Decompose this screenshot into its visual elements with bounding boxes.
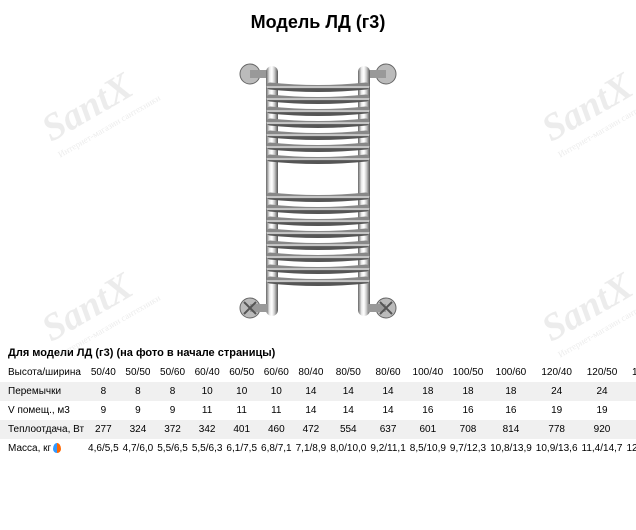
column-header: 60/60 xyxy=(259,363,294,382)
table-cell: 14 xyxy=(328,401,368,420)
table-cell: 11 xyxy=(224,401,259,420)
table-row: V помещ., м3999111111141414161616191919 xyxy=(0,401,636,420)
table-cell: 401 xyxy=(224,420,259,439)
table-cell: 14 xyxy=(294,382,329,401)
row-label: Перемычки xyxy=(0,382,86,401)
table-cell: 6,8/7,1 xyxy=(259,439,294,458)
table-cell: 8,5/10,9 xyxy=(408,439,448,458)
column-header: 100/50 xyxy=(448,363,488,382)
table-cell: 11 xyxy=(190,401,225,420)
table-cell: 708 xyxy=(448,420,488,439)
table-cell: 18 xyxy=(448,382,488,401)
table-cell: 277 xyxy=(86,420,121,439)
table-cell: 10 xyxy=(190,382,225,401)
table-cell: 8 xyxy=(86,382,121,401)
table-cell: 4,6/5,5 xyxy=(86,439,121,458)
table-cell: 6,1/7,5 xyxy=(224,439,259,458)
column-header: 120/60 xyxy=(624,363,636,382)
column-header: 50/40 xyxy=(86,363,121,382)
column-header: 60/50 xyxy=(224,363,259,382)
table-cell: 5,5/6,5 xyxy=(155,439,190,458)
spec-table: Высота/ширина 50/4050/5050/6060/4060/506… xyxy=(0,363,636,458)
table-cell: 24 xyxy=(580,382,625,401)
table-cell: 7,1/8,9 xyxy=(294,439,329,458)
table-cell: 8,0/10,0 xyxy=(328,439,368,458)
column-header: 80/50 xyxy=(328,363,368,382)
table-cell: 16 xyxy=(448,401,488,420)
product-image xyxy=(0,41,636,341)
table-cell: 9 xyxy=(86,401,121,420)
table-cell: 8 xyxy=(121,382,156,401)
table-cell: 637 xyxy=(368,420,407,439)
table-cell: 24 xyxy=(624,382,636,401)
table-cell: 1062 xyxy=(624,420,636,439)
row-label: Масса, кг xyxy=(0,439,86,458)
table-row: Перемычки888101010141414181818242424 xyxy=(0,382,636,401)
page-title: Модель ЛД (г3) xyxy=(0,0,636,41)
table-cell: 12,9/16,3 xyxy=(624,439,636,458)
table-cell: 14 xyxy=(328,382,368,401)
table-cell: 19 xyxy=(624,401,636,420)
table-cell: 19 xyxy=(534,401,580,420)
table-cell: 11,4/14,7 xyxy=(580,439,625,458)
table-cell: 14 xyxy=(294,401,329,420)
table-cell: 9 xyxy=(121,401,156,420)
column-header: 80/40 xyxy=(294,363,329,382)
table-row: Масса, кг4,6/5,54,7/6,05,5/6,55,5/6,36,1… xyxy=(0,439,636,458)
table-cell: 342 xyxy=(190,420,225,439)
column-header: 80/60 xyxy=(368,363,407,382)
row-label: V помещ., м3 xyxy=(0,401,86,420)
column-header: 100/60 xyxy=(488,363,534,382)
table-cell: 601 xyxy=(408,420,448,439)
table-cell: 18 xyxy=(408,382,448,401)
table-cell: 11 xyxy=(259,401,294,420)
table-cell: 460 xyxy=(259,420,294,439)
table-cell: 372 xyxy=(155,420,190,439)
table-cell: 10,9/13,6 xyxy=(534,439,580,458)
column-header: 50/50 xyxy=(121,363,156,382)
row-label: Теплоотдача, Вт xyxy=(0,420,86,439)
table-cell: 14 xyxy=(368,401,407,420)
table-cell: 9,7/12,3 xyxy=(448,439,488,458)
table-cell: 16 xyxy=(488,401,534,420)
table-cell: 19 xyxy=(580,401,625,420)
table-cell: 10 xyxy=(224,382,259,401)
table-caption: Для модели ЛД (г3) (на фото в начале стр… xyxy=(0,341,636,363)
table-cell: 920 xyxy=(580,420,625,439)
table-cell: 778 xyxy=(534,420,580,439)
column-header: 120/40 xyxy=(534,363,580,382)
table-cell: 14 xyxy=(368,382,407,401)
table-cell: 8 xyxy=(155,382,190,401)
drop-icon xyxy=(53,443,61,453)
table-cell: 5,5/6,3 xyxy=(190,439,225,458)
table-cell: 4,7/6,0 xyxy=(121,439,156,458)
table-header-row: Высота/ширина 50/4050/5050/6060/4060/506… xyxy=(0,363,636,382)
table-cell: 554 xyxy=(328,420,368,439)
table-cell: 324 xyxy=(121,420,156,439)
table-cell: 10,8/13,9 xyxy=(488,439,534,458)
header-label: Высота/ширина xyxy=(0,363,86,382)
table-cell: 10 xyxy=(259,382,294,401)
table-row: Теплоотдача, Вт2773243723424014604725546… xyxy=(0,420,636,439)
column-header: 120/50 xyxy=(580,363,625,382)
table-cell: 24 xyxy=(534,382,580,401)
table-cell: 472 xyxy=(294,420,329,439)
table-cell: 814 xyxy=(488,420,534,439)
table-cell: 18 xyxy=(488,382,534,401)
column-header: 50/60 xyxy=(155,363,190,382)
table-cell: 16 xyxy=(408,401,448,420)
column-header: 100/40 xyxy=(408,363,448,382)
table-cell: 9,2/11,1 xyxy=(368,439,407,458)
column-header: 60/40 xyxy=(190,363,225,382)
table-cell: 9 xyxy=(155,401,190,420)
radiator-illustration xyxy=(208,46,428,336)
